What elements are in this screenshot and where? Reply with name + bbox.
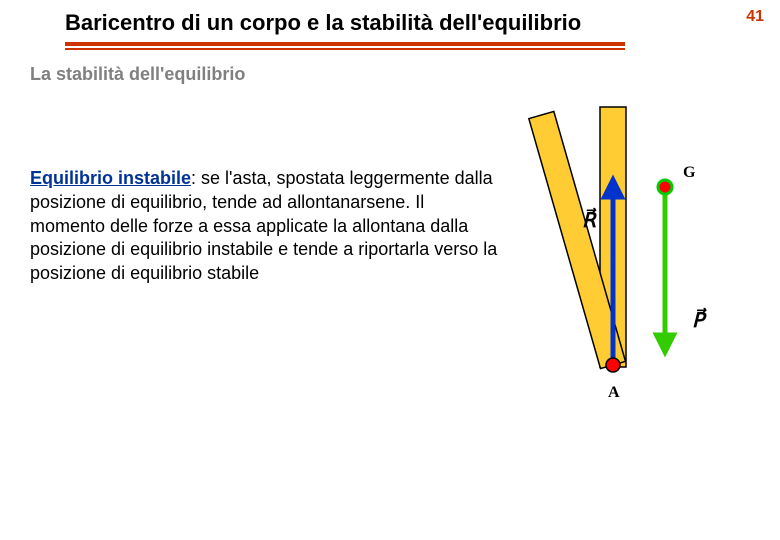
body-text: Equilibrio instabile: se l'asta, spostat… bbox=[30, 167, 500, 286]
subtitle: La stabilità dell'equilibrio bbox=[30, 64, 750, 85]
svg-text:A: A bbox=[608, 384, 620, 401]
svg-text:P⃗: P⃗ bbox=[692, 307, 708, 332]
svg-text:G: G bbox=[683, 164, 696, 181]
term-label: Equilibrio instabile bbox=[30, 168, 191, 188]
title-rule bbox=[65, 42, 750, 50]
diagram-svg: G A R⃗ P⃗ bbox=[510, 97, 740, 427]
svg-text:R⃗: R⃗ bbox=[582, 207, 597, 232]
diagram: G A R⃗ P⃗ bbox=[510, 97, 740, 427]
page-number: 41 bbox=[746, 8, 764, 26]
page-title: Baricentro di un corpo e la stabilità de… bbox=[65, 10, 750, 36]
title-rule-thin bbox=[65, 48, 625, 50]
title-rule-thick bbox=[65, 42, 625, 46]
